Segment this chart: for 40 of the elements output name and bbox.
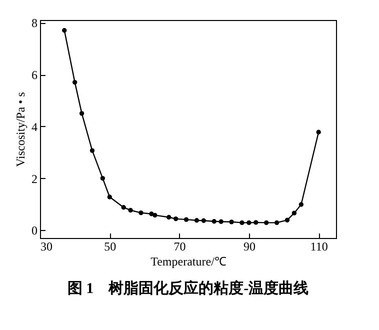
point [254,220,258,225]
point [90,148,95,153]
point [218,219,224,224]
y-tick-label: 4 [32,120,38,134]
point [166,214,172,220]
x-axis-title: Temperature/℃ [150,254,226,268]
y-axis-title: Viscosity/Pa • s [14,92,28,167]
x-tick-label: 30 [40,240,52,254]
point [72,80,78,85]
point [100,176,106,181]
point [62,28,67,33]
point [298,202,304,207]
y-tick-label: 8 [32,16,38,30]
point [316,130,321,134]
text: 图 1 树脂固化反应的粘度-温度曲线 [67,279,309,297]
point [79,111,84,116]
point [212,219,216,224]
y-tick-label: 0 [32,224,38,238]
x-tick-label: 90 [243,240,256,254]
y-tick-label: 6 [32,68,38,82]
point [184,217,189,222]
x-tick-label: 110 [310,240,328,254]
point [138,210,144,216]
point [152,212,158,218]
x-tick-label: 50 [104,240,116,254]
x-tick-label: 70 [174,240,186,254]
point [121,205,126,210]
y-tick-label: 2 [32,172,38,186]
point [274,220,280,226]
point [292,210,297,216]
point [264,220,269,226]
point [107,194,112,200]
point [229,220,234,224]
point [173,216,178,222]
point [240,220,244,226]
point [284,218,290,222]
point [128,208,133,213]
point [194,218,200,223]
point [201,218,206,223]
point [246,220,252,226]
